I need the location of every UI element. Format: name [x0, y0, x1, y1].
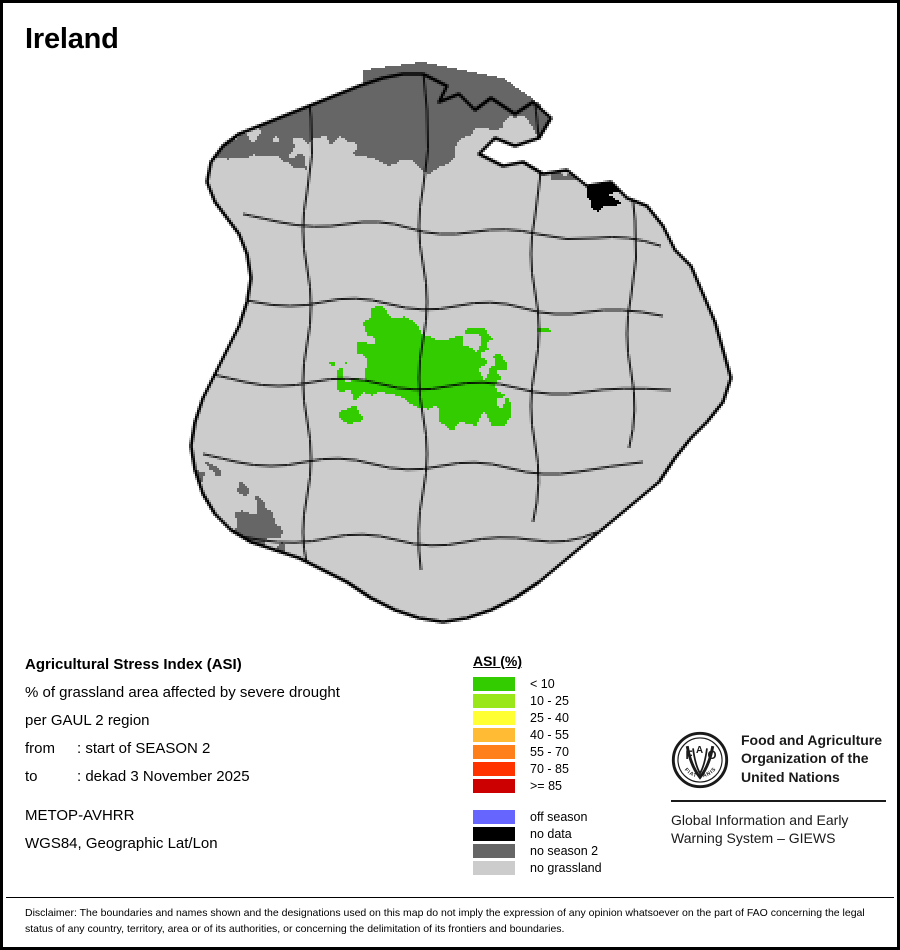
legend-class-swatch	[473, 710, 515, 725]
disclaimer-divider	[6, 897, 894, 898]
metadata-sensor: METOP-AVHRR	[25, 807, 135, 824]
legend-class-label: 10 - 25	[530, 693, 569, 708]
map-legend: ASI (%) < 10 10 - 25 25 - 40 40 - 55 55 - 70…	[473, 653, 663, 876]
metadata-period-to: to : dekad 3 November 2025	[25, 768, 455, 785]
fao-branding-block: F A O FIAT PANIS Food and Agriculture Or…	[671, 731, 886, 848]
legend-mask-row: no season 2	[473, 842, 663, 859]
metadata-measure: % of grassland area affected by severe d…	[25, 684, 340, 701]
metadata-period-from: from : start of SEASON 2	[25, 740, 455, 757]
legend-mask-label: no grassland	[530, 860, 602, 875]
legend-class-row: 55 - 70	[473, 743, 663, 760]
legend-mask-swatch	[473, 843, 515, 858]
page-title: Ireland	[25, 23, 119, 55]
svg-text:A: A	[696, 745, 703, 756]
legend-mask-swatch	[473, 809, 515, 824]
metadata-source-block: METOP-AVHRR WGS84, Geographic Lat/Lon	[25, 807, 455, 852]
legend-mask-list: off season no data no season 2 no grassland	[473, 808, 663, 876]
legend-class-row: 25 - 40	[473, 709, 663, 726]
legend-class-swatch	[473, 778, 515, 793]
legend-mask-swatch	[473, 826, 515, 841]
period-from-key: from	[25, 740, 55, 757]
giews-line-1: Global Information and Early	[671, 812, 849, 828]
giews-line-2: Warning System – GIEWS	[671, 830, 836, 847]
legend-mask-label: no data	[530, 826, 572, 841]
legend-class-row: 10 - 25	[473, 692, 663, 709]
legend-class-row: 40 - 55	[473, 726, 663, 743]
fao-logo-row: F A O FIAT PANIS Food and Agriculture Or…	[671, 731, 886, 789]
legend-class-swatch	[473, 693, 515, 708]
legend-class-swatch	[473, 744, 515, 759]
map-raster	[123, 58, 803, 638]
legend-class-label: 55 - 70	[530, 744, 569, 759]
legend-class-label: 25 - 40	[530, 710, 569, 725]
fao-emblem-icon: F A O FIAT PANIS	[671, 731, 729, 789]
metadata-aggregation: per GAUL 2 region	[25, 712, 150, 729]
legend-spacer	[473, 794, 663, 808]
legend-class-label: >= 85	[530, 778, 562, 793]
legend-mask-swatch	[473, 860, 515, 875]
fao-org-name: Food and Agriculture Organization of the…	[741, 731, 882, 786]
legend-title: ASI (%)	[473, 653, 522, 669]
svg-text:F: F	[686, 749, 693, 762]
legend-mask-row: off season	[473, 808, 663, 825]
legend-class-row: 70 - 85	[473, 760, 663, 777]
legend-class-label: 40 - 55	[530, 727, 569, 742]
metadata-block: Agricultural Stress Index (ASI) % of gra…	[25, 656, 455, 863]
legend-class-label: < 10	[530, 676, 555, 691]
legend-class-label: 70 - 85	[530, 761, 569, 776]
legend-class-swatch	[473, 761, 515, 776]
disclaimer-text: Disclaimer: The boundaries and names sho…	[25, 907, 865, 935]
fao-org-line-2: Organization of the	[741, 750, 869, 767]
legend-class-swatch	[473, 727, 515, 742]
svg-text:O: O	[708, 749, 717, 762]
legend-mask-row: no data	[473, 825, 663, 842]
metadata-title: Agricultural Stress Index (ASI)	[25, 656, 242, 673]
giews-name: Global Information and Early Warning Sys…	[671, 811, 886, 848]
map-figure	[123, 58, 803, 638]
legend-class-row: >= 85	[473, 777, 663, 794]
legend-class-swatch	[473, 676, 515, 691]
legend-mask-label: no season 2	[530, 843, 599, 858]
legend-mask-label: off season	[530, 809, 588, 824]
legend-class-list: < 10 10 - 25 25 - 40 40 - 55 55 - 70 70 - 85 >…	[473, 675, 663, 794]
legend-class-row: < 10	[473, 675, 663, 692]
period-to-key: to	[25, 768, 38, 785]
fao-org-line-1: Food and Agriculture	[741, 732, 883, 748]
period-to-value: : dekad 3 November 2025	[77, 768, 250, 785]
fao-divider	[671, 800, 886, 802]
legend-mask-row: no grassland	[473, 859, 663, 876]
fao-org-line-3: United Nations	[741, 768, 840, 785]
period-from-value: : start of SEASON 2	[77, 740, 211, 757]
metadata-projection: WGS84, Geographic Lat/Lon	[25, 835, 218, 852]
